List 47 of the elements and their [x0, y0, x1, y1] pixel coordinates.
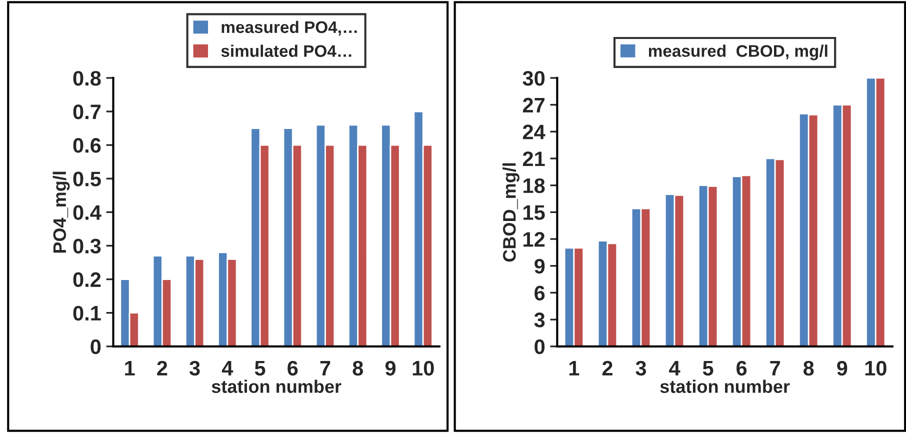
y-tick-label: 6 — [534, 286, 545, 300]
y-tick-label: 0 — [90, 339, 101, 354]
y-tick-label: 27 — [522, 98, 544, 112]
x-tick-label: 4 — [669, 361, 680, 376]
x-tick-label: 5 — [702, 361, 714, 376]
y-tick-label: 0.1 — [73, 306, 101, 321]
y-tick-label: 30 — [522, 70, 545, 86]
x-tick-label: 7 — [770, 361, 780, 376]
x-tick-label: 4 — [222, 361, 234, 376]
y-tick-label: 18 — [524, 178, 545, 194]
x-tick-label: 9 — [837, 360, 848, 376]
x-tick-label: 1 — [125, 361, 135, 376]
x-axis-title: station number — [212, 380, 342, 393]
legend-label: measured CBOD, mg/l — [648, 44, 828, 60]
y-tick-label: 0.6 — [73, 138, 101, 153]
y-tick-label: 0.8 — [73, 70, 101, 86]
y-tick-label: 21 — [522, 151, 545, 166]
x-tick-label: 1 — [569, 361, 580, 376]
x-tick-label: 3 — [189, 360, 200, 376]
x-tick-label: 5 — [254, 361, 266, 376]
x-tick-label: 9 — [385, 360, 396, 376]
y-tick-label: 9 — [534, 258, 545, 274]
legend-label: simulated PO4… — [221, 44, 352, 57]
y-tick-label: 0.4 — [73, 205, 102, 220]
y-tick-label: 12 — [524, 232, 545, 247]
y-tick-label: 0 — [534, 339, 545, 354]
x-tick-label: 8 — [352, 360, 364, 376]
x-tick-label: 6 — [288, 360, 298, 376]
y-tick-label: 24 — [522, 124, 546, 140]
x-tick-label: 2 — [157, 360, 168, 376]
y-tick-label: 3 — [534, 312, 545, 328]
x-tick-label: 10 — [412, 360, 434, 376]
x-tick-label: 3 — [636, 360, 646, 376]
y-tick-label: 0.5 — [73, 172, 101, 186]
x-tick-label: 7 — [320, 361, 330, 376]
y-tick-label: 0.3 — [73, 238, 101, 254]
y-tick-label: 15 — [524, 205, 545, 220]
y-axis-title: CBOD_mg/l — [502, 163, 520, 262]
x-tick-label: 6 — [736, 360, 747, 376]
y-tick-label: 0.2 — [73, 272, 101, 288]
x-tick-label: 8 — [803, 360, 814, 376]
y-axis-title: PO4_mg/l — [52, 172, 70, 253]
x-axis-title: station number — [660, 380, 790, 393]
x-tick-label: 10 — [865, 360, 886, 376]
legend-label: measured PO4,… — [222, 20, 357, 36]
y-tick-label: 0.7 — [73, 104, 101, 120]
x-tick-label: 2 — [602, 360, 612, 376]
